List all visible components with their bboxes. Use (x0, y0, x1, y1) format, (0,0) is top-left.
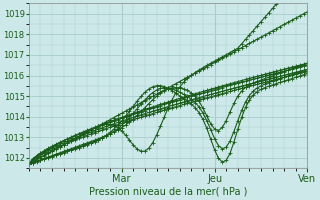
X-axis label: Pression niveau de la mer( hPa ): Pression niveau de la mer( hPa ) (89, 187, 247, 197)
